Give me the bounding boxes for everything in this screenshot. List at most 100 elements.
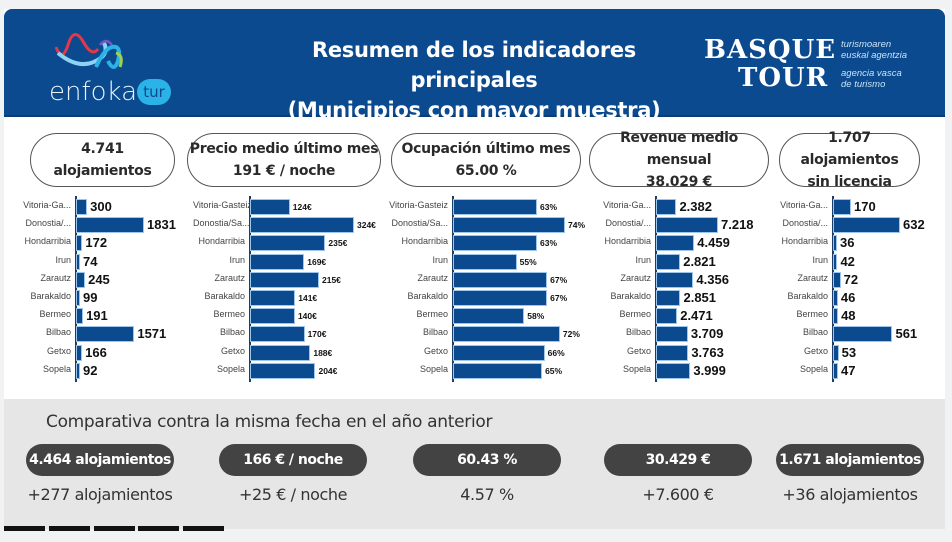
bar-row[interactable]: Barakaldo 99 xyxy=(4,289,194,307)
bar-row[interactable]: Sopela 65% xyxy=(389,362,589,380)
bar[interactable] xyxy=(453,253,517,270)
bar[interactable] xyxy=(833,326,893,343)
bar-row[interactable]: Getxo 53 xyxy=(769,344,949,362)
bar-row[interactable]: Donostia/... 1831 xyxy=(4,216,194,234)
bar[interactable] xyxy=(833,308,839,325)
bar[interactable] xyxy=(250,199,290,215)
bar[interactable] xyxy=(76,199,88,215)
bar-row[interactable]: Vitoria-Ga... 170 xyxy=(769,198,949,216)
page-tab-5[interactable] xyxy=(183,526,224,531)
bar-row[interactable]: Irun 169€ xyxy=(194,253,389,271)
bar-row[interactable]: Getxo 188€ xyxy=(194,344,389,362)
bar[interactable] xyxy=(656,217,718,234)
bar[interactable] xyxy=(833,271,841,288)
bar-row[interactable]: Hondarribia 4.459 xyxy=(584,234,774,252)
bar-row[interactable]: Vitoria-Gasteiz 63% xyxy=(389,198,589,216)
bar[interactable] xyxy=(76,326,135,343)
bar[interactable] xyxy=(833,199,852,215)
bar[interactable] xyxy=(453,217,565,234)
bar[interactable] xyxy=(453,362,543,379)
bar[interactable] xyxy=(656,271,694,288)
bar-row[interactable]: Irun 42 xyxy=(769,253,949,271)
bar[interactable] xyxy=(76,308,84,325)
bar-row[interactable]: Zarautz 67% xyxy=(389,271,589,289)
bar[interactable] xyxy=(453,326,560,343)
bar[interactable] xyxy=(250,217,354,234)
bar[interactable] xyxy=(453,235,537,252)
bar-row[interactable]: Bilbao 1571 xyxy=(4,325,194,343)
bar-row[interactable]: Donostia/... 7.218 xyxy=(584,216,774,234)
bar[interactable] xyxy=(656,235,695,252)
bar[interactable] xyxy=(76,253,80,270)
bar-row[interactable]: Getxo 66% xyxy=(389,344,589,362)
bar[interactable] xyxy=(250,326,305,343)
bar[interactable] xyxy=(250,235,326,252)
bar[interactable] xyxy=(833,290,838,306)
bar[interactable] xyxy=(76,290,80,306)
bar[interactable] xyxy=(833,362,838,379)
bar-row[interactable]: Hondarribia 235€ xyxy=(194,234,389,252)
bar[interactable] xyxy=(656,290,681,306)
bar[interactable] xyxy=(453,271,548,288)
bar[interactable] xyxy=(76,271,86,288)
bar-row[interactable]: Barakaldo 2.851 xyxy=(584,289,774,307)
bar-row[interactable]: Zarautz 72 xyxy=(769,271,949,289)
bar-row[interactable]: Vitoria-Gasteiz 124€ xyxy=(193,198,389,216)
bar-row[interactable]: Bilbao 170€ xyxy=(194,325,389,343)
bar[interactable] xyxy=(250,362,316,379)
bar[interactable] xyxy=(250,290,296,306)
bar[interactable] xyxy=(656,362,691,379)
bar-row[interactable]: Sopela 92 xyxy=(4,362,194,380)
bar-row[interactable]: Sopela 204€ xyxy=(194,362,389,380)
bar-row[interactable]: Donostia/Sa... 74% xyxy=(389,216,589,234)
bar-row[interactable]: Sopela 3.999 xyxy=(584,362,774,380)
bar-row[interactable]: Bermeo 191 xyxy=(4,307,194,325)
bar-row[interactable]: Zarautz 245 xyxy=(4,271,194,289)
page-tab-4[interactable] xyxy=(138,526,179,531)
bar[interactable] xyxy=(76,362,80,379)
bar-row[interactable]: Getxo 3.763 xyxy=(584,344,774,362)
bar[interactable] xyxy=(250,271,319,288)
bar-row[interactable]: Bilbao 72% xyxy=(389,325,589,343)
bar-row[interactable]: Irun 55% xyxy=(389,253,589,271)
bar-row[interactable]: Zarautz 215€ xyxy=(194,271,389,289)
bar[interactable] xyxy=(656,326,688,343)
bar-row[interactable]: Barakaldo 141€ xyxy=(194,289,389,307)
page-tab-3[interactable] xyxy=(94,526,135,531)
bar[interactable] xyxy=(833,235,837,252)
bar-row[interactable]: Barakaldo 67% xyxy=(389,289,589,307)
bar-row[interactable]: Donostia/... 632 xyxy=(769,216,949,234)
bar-row[interactable]: Barakaldo 46 xyxy=(769,289,949,307)
bar[interactable] xyxy=(76,344,83,361)
bar[interactable] xyxy=(656,253,681,270)
bar-row[interactable]: Hondarribia 172 xyxy=(4,234,194,252)
bar-row[interactable]: Irun 74 xyxy=(4,253,194,271)
bar-row[interactable]: Bermeo 140€ xyxy=(194,307,389,325)
bar[interactable] xyxy=(833,217,900,234)
bar-row[interactable]: Vitoria-Ga... 2.382 xyxy=(584,198,774,216)
bar[interactable] xyxy=(250,308,295,325)
bar-row[interactable]: Getxo 166 xyxy=(4,344,194,362)
bar[interactable] xyxy=(656,344,689,361)
bar-row[interactable]: Bermeo 58% xyxy=(389,307,589,325)
bar-row[interactable]: Zarautz 4.356 xyxy=(584,271,774,289)
bar[interactable] xyxy=(76,235,83,252)
page-tab-2[interactable] xyxy=(49,526,90,531)
bar-row[interactable]: Bermeo 2.471 xyxy=(584,307,774,325)
bar-row[interactable]: Bilbao 561 xyxy=(769,325,949,343)
bar-row[interactable]: Sopela 47 xyxy=(769,362,949,380)
bar[interactable] xyxy=(453,344,545,361)
bar[interactable] xyxy=(76,217,144,234)
bar[interactable] xyxy=(833,253,838,270)
bar[interactable] xyxy=(453,199,537,215)
bar-row[interactable]: Bermeo 48 xyxy=(769,307,949,325)
bar[interactable] xyxy=(453,290,548,306)
bar[interactable] xyxy=(656,199,677,215)
page-tab-1[interactable] xyxy=(4,526,45,531)
bar-row[interactable]: Vitoria-Ga... 300 xyxy=(4,198,194,216)
bar[interactable] xyxy=(453,308,525,325)
bar-row[interactable]: Irun 2.821 xyxy=(584,253,774,271)
bar[interactable] xyxy=(833,344,839,361)
bar-row[interactable]: Hondarribia 63% xyxy=(389,234,589,252)
bar[interactable] xyxy=(250,253,305,270)
